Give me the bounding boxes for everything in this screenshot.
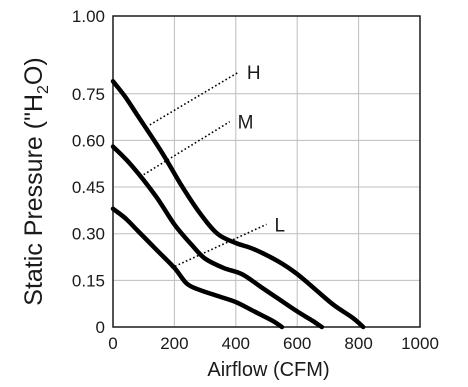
y-tick-label: 0.45 (72, 178, 105, 197)
x-tick-label: 0 (108, 334, 117, 353)
curve-m (110, 144, 325, 330)
annotation-label-m: M (238, 113, 254, 134)
y-tick-label: 0.60 (72, 131, 105, 150)
x-tick-label: 400 (222, 334, 250, 353)
x-tick-label: 800 (344, 334, 372, 353)
y-tick-labels: 0 0.15 0.30 0.45 0.60 0.75 1.00 (72, 7, 105, 337)
annotation-leaders (143, 71, 267, 269)
annotation-label-l: L (275, 215, 286, 236)
leader-line-h (149, 71, 240, 126)
plot-frame (112, 15, 421, 328)
x-tick-label: 600 (283, 334, 311, 353)
y-tick-label: 0.75 (72, 85, 105, 104)
x-tick-label: 1000 (401, 334, 439, 353)
grid-lines (113, 16, 420, 327)
y-tick-label: 0 (96, 318, 105, 337)
leader-line-m (143, 121, 231, 176)
annotation-label-h: H (247, 63, 261, 84)
y-tick-label: 0.30 (72, 225, 105, 244)
x-tick-label: 200 (160, 334, 188, 353)
y-tick-label: 0.15 (72, 271, 105, 290)
x-tick-labels: 0 200 400 600 800 1000 (108, 334, 439, 353)
annotation-labels: H M L (238, 63, 285, 236)
y-tick-label: 1.00 (72, 7, 105, 26)
curve-h (110, 79, 366, 330)
leader-line-l (170, 223, 267, 269)
x-axis-title: Airflow (CFM) (207, 359, 329, 381)
curves-group (110, 79, 366, 330)
curve-l (110, 206, 285, 330)
y-axis-title: Static Pressure ("H2O) (20, 57, 52, 305)
